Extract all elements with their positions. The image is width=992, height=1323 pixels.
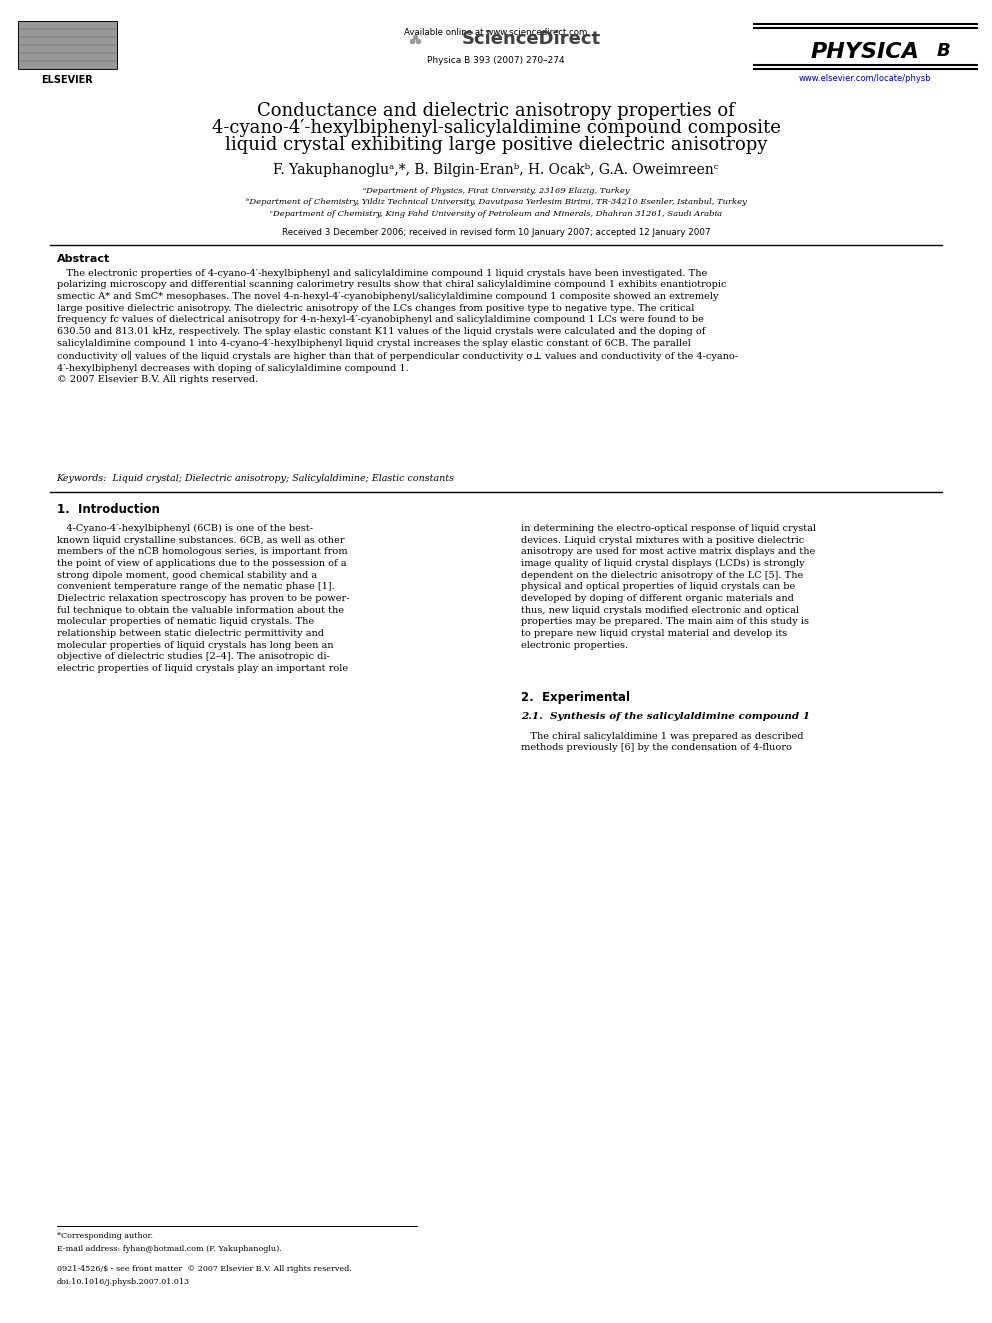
Text: The electronic properties of 4-cyano-4′-hexylbiphenyl and salicylaldimine compou: The electronic properties of 4-cyano-4′-…	[57, 269, 737, 384]
Text: Received 3 December 2006; received in revised form 10 January 2007; accepted 12 : Received 3 December 2006; received in re…	[282, 228, 710, 237]
Text: 4-Cyano-4′-hexylbiphenyl (6CB) is one of the best-
known liquid crystalline subs: 4-Cyano-4′-hexylbiphenyl (6CB) is one of…	[57, 524, 349, 673]
Text: 2.  Experimental: 2. Experimental	[521, 691, 630, 704]
Text: doi:10.1016/j.physb.2007.01.013: doi:10.1016/j.physb.2007.01.013	[57, 1278, 189, 1286]
Text: ᶜDepartment of Chemistry, King Fahd University of Petroleum and Minerals, Dhahra: ᶜDepartment of Chemistry, King Fahd Univ…	[270, 210, 722, 218]
Text: 4-cyano-4′-hexylbiphenyl-salicylaldimine compound composite: 4-cyano-4′-hexylbiphenyl-salicylaldimine…	[211, 119, 781, 138]
Text: E-mail address: fyhan@hotmail.com (F. Yakuphanoglu).: E-mail address: fyhan@hotmail.com (F. Ya…	[57, 1245, 282, 1253]
Text: www.elsevier.com/locate/physb: www.elsevier.com/locate/physb	[799, 74, 931, 83]
Text: 0921-4526/$ - see front matter  © 2007 Elsevier B.V. All rights reserved.: 0921-4526/$ - see front matter © 2007 El…	[57, 1265, 351, 1273]
Text: PHYSICA: PHYSICA	[810, 42, 920, 62]
Bar	[18, 21, 117, 69]
Text: ScienceDirect: ScienceDirect	[461, 30, 600, 48]
Text: 1.  Introduction: 1. Introduction	[57, 503, 160, 516]
Text: F. Yakuphanogluᵃ,*, B. Bilgin-Eranᵇ, H. Ocakᵇ, G.A. Oweimreenᶜ: F. Yakuphanogluᵃ,*, B. Bilgin-Eranᵇ, H. …	[273, 163, 719, 177]
Text: Conductance and dielectric anisotropy properties of: Conductance and dielectric anisotropy pr…	[257, 102, 735, 120]
Text: Abstract: Abstract	[57, 254, 110, 265]
Text: ᵇDepartment of Chemistry, Yildiz Technical University, Davutpasa Yerlesim Birimi: ᵇDepartment of Chemistry, Yildiz Technic…	[246, 198, 746, 206]
Text: B: B	[936, 41, 950, 60]
Text: Physica B 393 (2007) 270–274: Physica B 393 (2007) 270–274	[428, 56, 564, 65]
Text: ELSEVIER: ELSEVIER	[42, 75, 93, 86]
Text: in determining the electro-optical response of liquid crystal
devices. Liquid cr: in determining the electro-optical respo…	[521, 524, 815, 650]
Text: 2.1.  Synthesis of the salicylaldimine compound 1: 2.1. Synthesis of the salicylaldimine co…	[521, 712, 809, 721]
Text: *Corresponding author.: *Corresponding author.	[57, 1232, 153, 1240]
Text: Available online at www.sciencedirect.com: Available online at www.sciencedirect.co…	[405, 28, 587, 37]
Text: Keywords:  Liquid crystal; Dielectric anisotropy; Salicylaldimine; Elastic const: Keywords: Liquid crystal; Dielectric ani…	[57, 474, 454, 483]
Text: liquid crystal exhibiting large positive dielectric anisotropy: liquid crystal exhibiting large positive…	[225, 136, 767, 155]
Text: ᵃDepartment of Physics, Firat University, 23169 Elazig, Turkey: ᵃDepartment of Physics, Firat University…	[363, 187, 629, 194]
Text: The chiral salicylaldimine 1 was prepared as described
methods previously [6] by: The chiral salicylaldimine 1 was prepare…	[521, 732, 804, 753]
